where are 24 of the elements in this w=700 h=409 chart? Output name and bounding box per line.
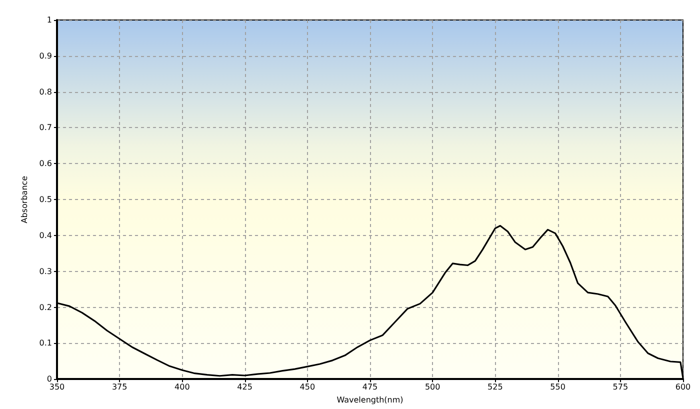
x-tick-label: 475	[362, 382, 378, 392]
x-tick-label: 350	[49, 382, 65, 392]
x-tick-label: 550	[550, 382, 566, 392]
y-tick-label: 0.7	[39, 123, 52, 132]
y-tick-label: 0.5	[39, 195, 52, 204]
x-tick-label: 500	[424, 382, 440, 392]
y-tick-label: 0.2	[39, 302, 52, 312]
x-tick-label: 525	[488, 382, 503, 392]
y-tick-label: 0	[46, 374, 52, 384]
x-tick-label: 575	[612, 382, 628, 392]
y-tick-label: 0.3	[39, 266, 52, 276]
x-tick-label: 600	[675, 382, 691, 392]
y-tick-label: 0.4	[39, 230, 52, 240]
y-axis-title: Absorbance	[20, 176, 29, 224]
y-tick-label: 0.9	[39, 51, 52, 60]
y-tick-label: 0.6	[39, 159, 52, 168]
y-tick-label: 0.1	[39, 338, 52, 348]
x-tick-label: 375	[112, 382, 128, 392]
x-tick-label: 425	[237, 382, 252, 392]
y-tick-label: 0.8	[39, 87, 52, 96]
x-axis-title: Wavelength(nm)	[336, 396, 404, 404]
x-tick-label: 450	[300, 382, 316, 392]
y-tick-label: 1	[46, 16, 52, 24]
x-tick-label: 400	[174, 382, 190, 392]
